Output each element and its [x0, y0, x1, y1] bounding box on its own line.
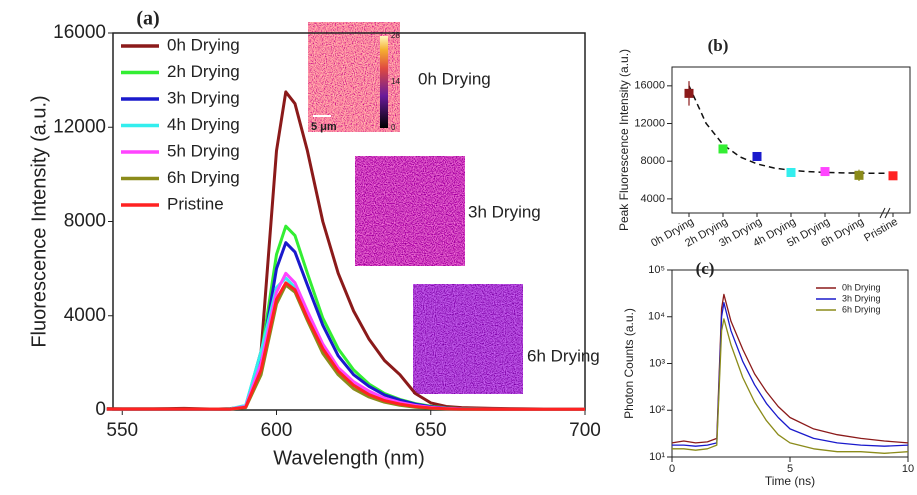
y-tick-label: 10³: [649, 357, 665, 369]
colorbar-tick-label: 28: [391, 31, 400, 40]
point: [821, 167, 830, 176]
y-tick-label: 10⁴: [648, 311, 665, 323]
y-axis-label: Photon Counts (a.u.): [622, 308, 636, 419]
y-tick-label: 4000: [64, 305, 106, 326]
point: [685, 89, 694, 98]
y-tick-label: 10⁵: [648, 264, 665, 276]
point: [889, 171, 898, 180]
point: [855, 171, 864, 180]
legend-label: 0h Drying: [842, 282, 881, 292]
legend-label: 3h Drying: [167, 88, 240, 107]
x-axis-label: Time (ns): [765, 474, 815, 488]
y-tick-label: 16000: [634, 80, 665, 92]
scale-bar-label: 5 μm: [311, 121, 337, 133]
afm-image: [413, 284, 523, 394]
y-tick-label: 12000: [634, 117, 665, 129]
point: [787, 168, 796, 177]
legend-label: 6h Drying: [842, 304, 881, 314]
page: {"chart_data": [ {"type": "line", "title…: [0, 0, 917, 495]
annotation: 6h Drying: [527, 346, 600, 365]
y-tick-label: 10¹: [649, 451, 665, 463]
panel-label: (a): [136, 8, 159, 30]
y-tick-label: 8000: [64, 211, 106, 232]
colorbar: [380, 36, 388, 128]
legend-label: 3h Drying: [842, 293, 881, 303]
y-tick-label: 4000: [641, 193, 665, 205]
legend-label: 2h Drying: [167, 62, 240, 81]
panel-label: (b): [708, 36, 729, 55]
series-line: [672, 303, 908, 447]
afm-image: [355, 156, 465, 266]
fit-curve: [689, 86, 893, 174]
legend-label: 4h Drying: [167, 115, 240, 134]
y-tick-label: 8000: [641, 155, 665, 167]
plot-frame: [672, 67, 910, 213]
colorbar-tick-label: 14: [391, 77, 400, 86]
y-tick-label: 16000: [53, 22, 106, 43]
x-tick-label: 10: [902, 463, 914, 475]
y-tick-label: 10²: [649, 404, 665, 416]
point: [719, 144, 728, 153]
legend-label: 6h Drying: [167, 168, 240, 187]
panel-label: (c): [696, 259, 715, 278]
x-tick-label: 550: [106, 420, 138, 441]
colorbar-tick-label: 0: [391, 123, 396, 132]
annotation: 3h Drying: [468, 202, 541, 221]
y-axis-label: Fluorescence Intensity (a.u.): [28, 95, 50, 347]
x-tick-label: Pristine: [862, 216, 900, 245]
y-tick-label: 0: [95, 399, 106, 420]
annotation: 0h Drying: [418, 69, 491, 88]
x-axis-label: Wavelength (nm): [273, 448, 425, 470]
x-tick-label: 0: [669, 463, 675, 475]
figure: 550 600 650 700 0 4000 8000 12000 16000 (a) Wavele…: [0, 0, 917, 495]
x-tick-label: 600: [261, 420, 293, 441]
point: [753, 152, 762, 161]
legend-label: 0h Drying: [167, 35, 240, 54]
legend-label: 5h Drying: [167, 141, 240, 160]
y-axis-label: Peak Fluorescence Intensity (a.u.): [617, 49, 631, 231]
series-line: [672, 319, 908, 453]
x-tick-label: 650: [415, 420, 447, 441]
series-line: [672, 294, 908, 443]
x-tick-label: 700: [569, 420, 601, 441]
y-tick-label: 12000: [53, 116, 106, 137]
legend-label: Pristine: [167, 194, 224, 213]
